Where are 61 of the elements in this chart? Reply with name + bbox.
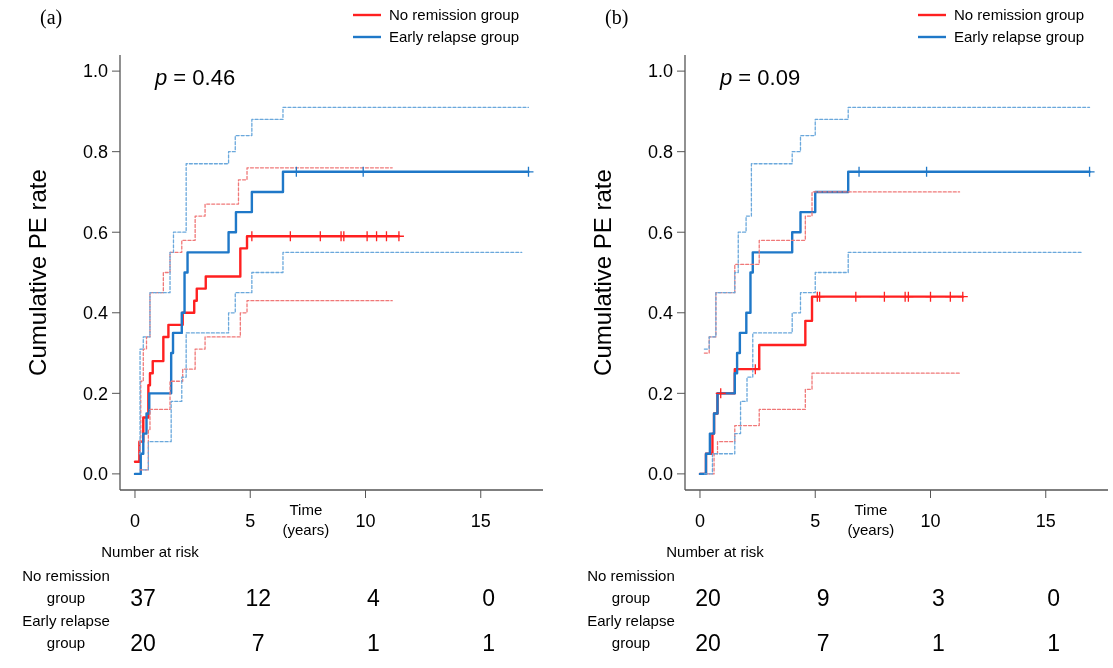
x-tick-label: 0 (129, 511, 140, 531)
text: 37 (130, 585, 156, 611)
x-tick-label: 10 (920, 511, 941, 531)
y-tick-label: 0.6 (647, 222, 673, 243)
y-tick-label: 0.0 (82, 464, 108, 485)
text: 7 (816, 630, 830, 656)
chart-title: (a) (40, 6, 63, 29)
text: Number at risk (666, 543, 765, 560)
x-tick-label: 5 (810, 511, 821, 531)
x-axis-title: Time (years) (282, 501, 330, 538)
y-tick-label: 0.6 (82, 222, 108, 243)
text: 20 (695, 585, 721, 611)
y-tick-label: 0.4 (82, 303, 108, 324)
category-label: No remission group (22, 567, 110, 606)
y-tick-label: 0.2 (82, 383, 108, 404)
y-tick-label: 0.0 (647, 464, 673, 485)
annotation: p = 0.46 (154, 65, 236, 90)
point (944, 291, 956, 303)
y-tick-label: 0.8 (647, 141, 673, 162)
legend-label: Early relapse group (954, 28, 1085, 46)
y-axis-title: Cumulative PE rate (24, 169, 51, 376)
y-tick-label: 1.0 (647, 61, 673, 82)
text: 12 (245, 585, 272, 611)
point (850, 291, 862, 303)
point (957, 291, 969, 303)
text: 1 (932, 630, 945, 656)
text: 3 (932, 585, 945, 611)
category-label: Early relapse group (587, 612, 675, 651)
x-tick-label: 15 (1035, 511, 1056, 531)
y-axis-title: Cumulative PE rate (589, 169, 616, 376)
text: 0 (482, 585, 496, 611)
text: 9 (816, 585, 830, 611)
text: 20 (130, 630, 156, 656)
y-tick-label: 0.4 (647, 303, 673, 324)
point (715, 387, 727, 399)
point (899, 291, 911, 303)
text: 4 (367, 585, 380, 611)
y-tick-label: 1.0 (82, 61, 108, 82)
legend-label: No remission group (389, 6, 520, 24)
y-tick-label: 0.2 (647, 383, 673, 404)
text: 7 (251, 630, 265, 656)
text: 1 (367, 630, 380, 656)
x-tick-label: 0 (694, 511, 705, 531)
point (878, 291, 891, 303)
x-axis-title: Time (years) (847, 501, 895, 538)
y-tick-label: 0.8 (82, 141, 108, 162)
category-label: No remission group (587, 567, 675, 606)
text: 1 (482, 630, 496, 656)
text: 20 (695, 630, 721, 656)
text: 0 (1047, 585, 1061, 611)
point (924, 291, 937, 303)
x-tick-label: 15 (470, 511, 491, 531)
x-tick-label: 10 (355, 511, 376, 531)
category-label: Early relapse group (22, 612, 110, 651)
annotation: p = 0.09 (719, 65, 801, 90)
text: 1 (1047, 630, 1061, 656)
x-tick-label: 5 (245, 511, 256, 531)
text: Number at risk (101, 543, 200, 560)
legend-label: No remission group (954, 6, 1085, 24)
legend-label: Early relapse group (389, 28, 520, 46)
chart-title: (b) (605, 6, 629, 29)
